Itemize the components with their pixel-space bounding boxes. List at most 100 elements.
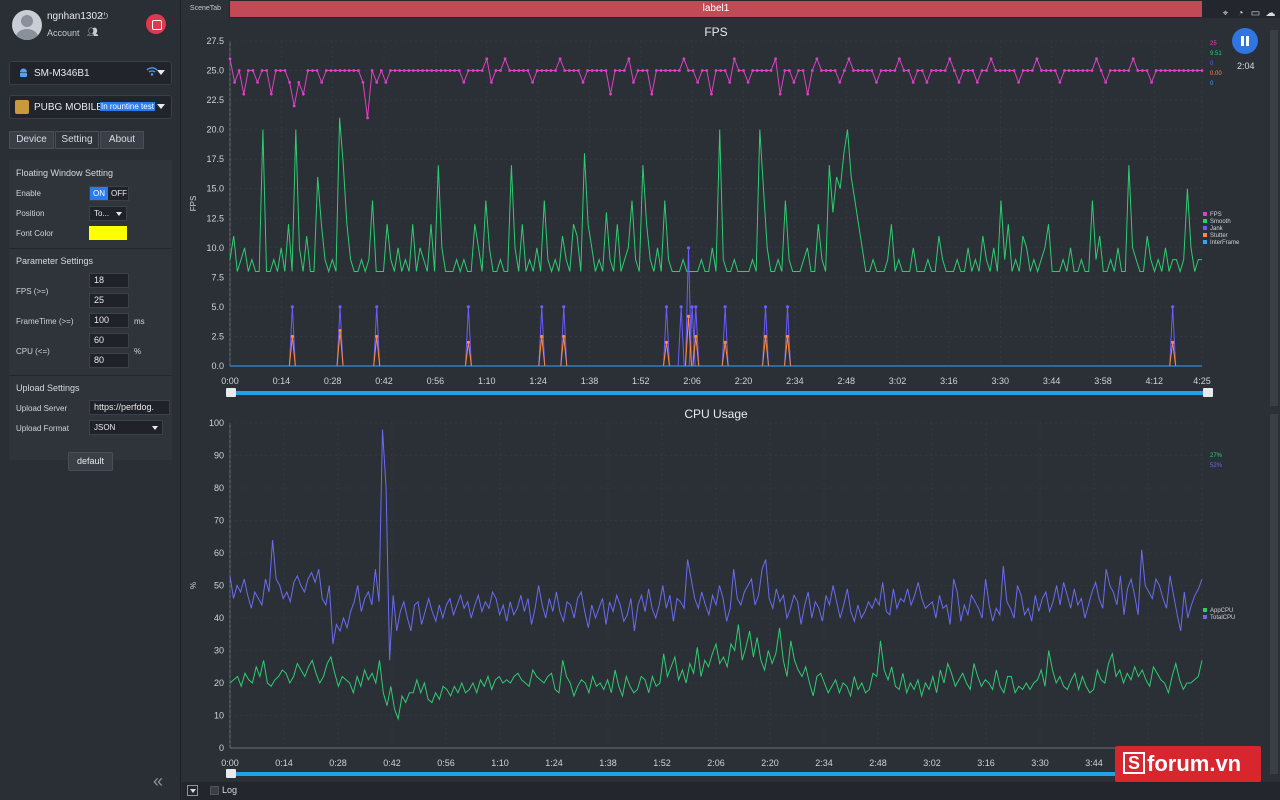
fps-point: [815, 57, 819, 61]
y-tick-label: 5.0: [211, 302, 224, 312]
fps-point: [476, 69, 479, 72]
fps-point: [1099, 69, 1103, 72]
pause-button[interactable]: [1232, 28, 1258, 54]
fps-point: [283, 69, 287, 72]
fps-point: [434, 69, 438, 72]
spike-point-jank: [763, 305, 768, 309]
legend-label: FPS: [1210, 212, 1222, 218]
fps-point: [370, 69, 374, 72]
fps-point: [393, 69, 397, 72]
position-select[interactable]: To...: [89, 206, 127, 221]
scene-tab[interactable]: SceneTab: [182, 0, 229, 18]
frametime-input[interactable]: 100: [89, 313, 129, 328]
fps-point: [613, 69, 617, 72]
fps-point: [980, 69, 984, 72]
fps-point: [1150, 80, 1153, 84]
user-panel[interactable]: ngnhan1302 ⏻ Account 👥︎: [12, 8, 172, 44]
x-tick-label: 2:20: [761, 758, 779, 768]
log-checkbox[interactable]: [210, 786, 219, 795]
x-tick-label: 2:06: [707, 758, 725, 768]
fps-point: [627, 57, 631, 61]
enable-toggle[interactable]: ON OFF: [89, 186, 129, 201]
bulb-icon[interactable]: ◔: [1237, 8, 1244, 19]
fps-point: [407, 69, 411, 72]
fps-point: [1053, 69, 1057, 72]
label-tab[interactable]: label1: [230, 1, 1202, 17]
x-tick-label: 2:06: [683, 376, 701, 386]
expand-log-button[interactable]: [187, 785, 198, 796]
location-icon[interactable]: ⌖: [1222, 8, 1229, 19]
fps-point: [971, 69, 975, 72]
cpu-scrollbar[interactable]: [1270, 414, 1278, 774]
tab-setting[interactable]: Setting: [55, 131, 99, 149]
fps-point: [1095, 57, 1098, 61]
avatar[interactable]: [12, 10, 42, 40]
fps-point: [453, 69, 457, 72]
fps-point: [544, 69, 548, 72]
font-color-swatch[interactable]: [89, 226, 127, 240]
fps-point: [833, 69, 837, 72]
y-tick-label: 10.0: [206, 243, 224, 253]
spike-point-stutter: [686, 314, 691, 318]
fps-point: [1104, 80, 1108, 84]
upload-format-label: Upload Format: [16, 424, 69, 433]
logout-icon[interactable]: ⏻: [101, 11, 109, 21]
fps-point: [1076, 69, 1080, 72]
fps-point: [269, 92, 273, 96]
cloud-icon[interactable]: ☁: [1265, 8, 1276, 19]
spike-point-jank: [686, 246, 691, 250]
cpu-threshold-2[interactable]: 80: [89, 353, 129, 368]
x-tick-label: 2:20: [735, 376, 753, 386]
fps-point: [531, 80, 535, 84]
fps-point: [746, 80, 750, 84]
fps-point: [251, 69, 255, 72]
fps-point: [939, 69, 943, 72]
y-tick-label: 22.5: [206, 95, 224, 105]
upload-server-input[interactable]: https://perfdog.: [89, 400, 170, 415]
app-select[interactable]: PUBG MOBILE In rountine test: [9, 95, 172, 119]
tab-about[interactable]: About: [100, 131, 144, 149]
folder-icon[interactable]: ▭: [1250, 8, 1261, 19]
fps-point: [535, 69, 539, 72]
x-tick-label: 0:56: [427, 376, 445, 386]
fps-point: [622, 69, 626, 72]
fps-point: [765, 69, 768, 72]
y-tick-label: 80: [214, 483, 224, 493]
spike-point-stutter: [723, 340, 727, 344]
legend-label: Stutter: [1210, 233, 1228, 239]
spike-point-jank: [723, 305, 727, 309]
fps-point: [760, 69, 764, 72]
fps-point: [1044, 69, 1048, 72]
legend-swatch: [1203, 615, 1207, 619]
upload-format-select[interactable]: JSON: [89, 420, 163, 435]
device-select[interactable]: SM-M346B1: [9, 61, 172, 85]
fps-point: [1131, 57, 1135, 61]
fps-point: [343, 69, 347, 72]
x-tick-label: 4:12: [1146, 376, 1164, 386]
fps-point: [558, 57, 562, 61]
fps-threshold-2[interactable]: 25: [89, 293, 129, 308]
fps-point: [1145, 69, 1149, 72]
fps-scrollbar[interactable]: [1270, 30, 1278, 406]
fps-point: [320, 80, 324, 84]
fps-point: [820, 69, 823, 72]
account-switch-icon[interactable]: 👥︎: [87, 27, 99, 37]
fps-point: [567, 69, 571, 72]
collapse-sidebar-icon[interactable]: «: [153, 771, 164, 791]
fps-point: [659, 69, 663, 72]
x-tick-label: 3:44: [1085, 758, 1103, 768]
fps-point: [948, 57, 952, 61]
default-button[interactable]: default: [68, 452, 113, 471]
fps-point: [998, 69, 1002, 72]
stop-record-button[interactable]: [146, 14, 166, 34]
settings-panel: Floating Window Setting Enable ON OFF Po…: [9, 160, 172, 460]
spike-point-jank: [338, 305, 342, 309]
fps-threshold-1[interactable]: 18: [89, 273, 129, 288]
account-label[interactable]: Account: [47, 28, 80, 38]
tab-device[interactable]: Device: [9, 131, 54, 149]
fps-point: [1196, 69, 1199, 72]
cpu-threshold-1[interactable]: 60: [89, 333, 129, 348]
fps-point: [879, 69, 883, 72]
fps-point: [847, 57, 851, 61]
